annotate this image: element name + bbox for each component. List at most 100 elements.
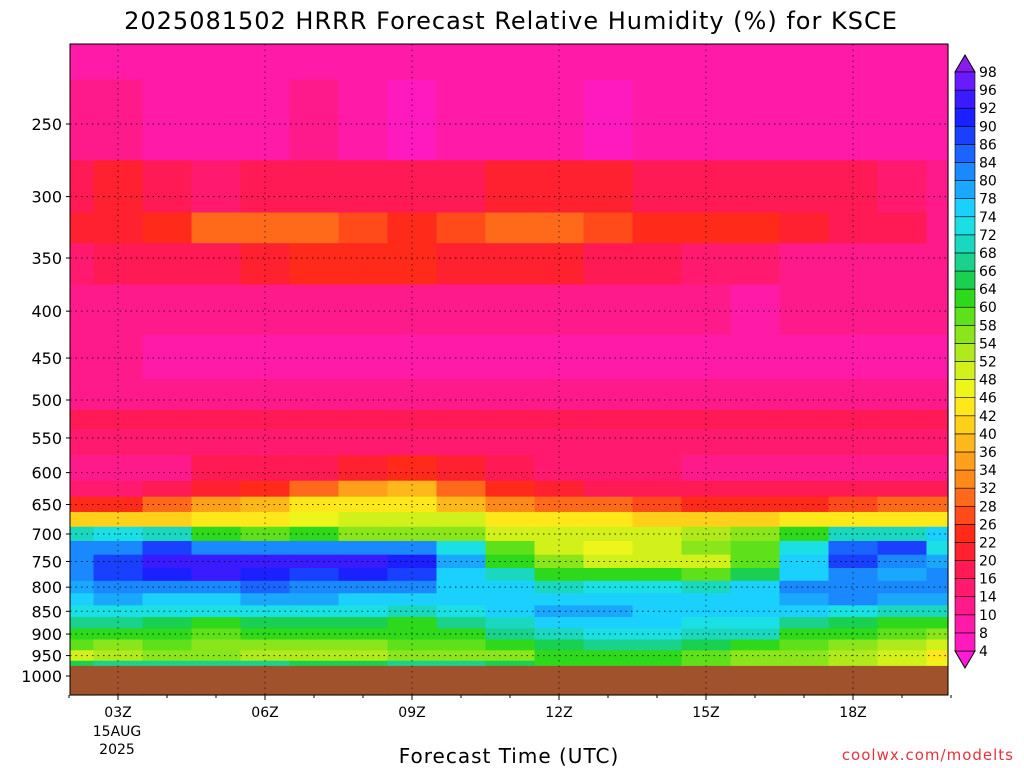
credit-link[interactable]: coolwx.com/modelts: [842, 746, 1014, 764]
heatmap-cell: [779, 650, 830, 662]
heatmap-cell: [828, 511, 879, 528]
y-tick-label: 300: [31, 188, 62, 207]
heatmap-cell: [583, 379, 634, 411]
heatmap-cell: [632, 639, 683, 651]
heatmap-cell: [583, 593, 634, 606]
colorbar-label: 52: [979, 355, 997, 371]
heatmap-cell: [632, 567, 683, 582]
colorbar-label: 98: [979, 65, 997, 81]
heatmap-cell: [289, 617, 340, 630]
heatmap-cell: [828, 160, 879, 214]
heatmap-cell: [191, 496, 242, 513]
heatmap-cell: [926, 409, 949, 430]
heatmap-cell: [436, 212, 487, 244]
colorbar: 4810141620222628323436404246485254586064…: [954, 54, 997, 669]
heatmap-cell: [583, 455, 634, 482]
heatmap-cell: [926, 334, 949, 380]
heatmap-cell: [681, 79, 732, 161]
heatmap-cell: [730, 540, 781, 556]
heatmap-cell: [70, 480, 95, 498]
heatmap-cell: [191, 567, 242, 582]
heatmap-cell: [240, 496, 291, 513]
heatmap-cell: [583, 511, 634, 528]
heatmap-cell: [240, 540, 291, 556]
heatmap-cell: [632, 44, 683, 81]
heatmap-cell: [240, 480, 291, 498]
heatmap-cell: [436, 480, 487, 498]
y-tick-label: 950: [31, 647, 62, 666]
heatmap-cell: [730, 526, 781, 542]
heatmap-cell: [730, 554, 781, 569]
heatmap-cell: [534, 639, 585, 651]
heatmap-cell: [632, 496, 683, 513]
heatmap-cell: [142, 628, 193, 641]
heatmap-cell: [828, 617, 879, 630]
heatmap-cell: [289, 284, 340, 336]
heatmap-cell: [70, 567, 95, 582]
heatmap-cell: [485, 540, 536, 556]
heatmap-cell: [926, 511, 949, 528]
heatmap-cell: [93, 511, 144, 528]
heatmap-cell: [534, 79, 585, 161]
heatmap-cell: [779, 554, 830, 569]
heatmap-cell: [926, 379, 949, 411]
heatmap-cell: [142, 593, 193, 606]
x-tick-label: 06Z: [251, 705, 278, 721]
heatmap-cell: [877, 554, 928, 569]
heatmap-cell: [289, 160, 340, 214]
heatmap-cell: [338, 409, 389, 430]
heatmap-cell: [485, 44, 536, 81]
heatmap-cells: [70, 44, 949, 696]
heatmap-cell: [338, 639, 389, 651]
heatmap-cell: [779, 409, 830, 430]
heatmap-cell: [338, 334, 389, 380]
heatmap-cell: [730, 243, 781, 286]
heatmap-cell: [779, 639, 830, 651]
heatmap-cell: [289, 540, 340, 556]
heatmap-cell: [142, 284, 193, 336]
heatmap-cell: [534, 496, 585, 513]
heatmap-cell: [289, 428, 340, 456]
heatmap-cell: [632, 334, 683, 380]
heatmap-cell: [436, 428, 487, 456]
heatmap-cell: [926, 650, 949, 662]
heatmap-cell: [681, 212, 732, 244]
heatmap-cell: [583, 160, 634, 214]
heatmap-cell: [534, 480, 585, 498]
heatmap-cell: [730, 79, 781, 161]
heatmap-cell: [338, 480, 389, 498]
heatmap-cell: [387, 567, 438, 582]
heatmap-cell: [93, 580, 144, 594]
heatmap-cell: [730, 605, 781, 618]
heatmap-cell: [485, 243, 536, 286]
heatmap-cell: [240, 212, 291, 244]
colorbar-label: 92: [979, 101, 997, 117]
heatmap-cell: [583, 628, 634, 641]
heatmap-cell: [632, 540, 683, 556]
heatmap-cell: [142, 617, 193, 630]
heatmap-cell: [191, 44, 242, 81]
heatmap-cell: [191, 628, 242, 641]
heatmap-cell: [632, 628, 683, 641]
heatmap-cell: [338, 511, 389, 528]
heatmap-cell: [632, 455, 683, 482]
heatmap-cell: [779, 617, 830, 630]
heatmap-cell: [485, 79, 536, 161]
heatmap-cell: [338, 284, 389, 336]
heatmap-cell: [926, 628, 949, 641]
heatmap-cell: [485, 480, 536, 498]
heatmap-cell: [387, 44, 438, 81]
heatmap-cell: [93, 44, 144, 81]
heatmap-cell: [436, 567, 487, 582]
heatmap-cell: [338, 605, 389, 618]
heatmap-cell: [583, 334, 634, 380]
heatmap-cell: [93, 212, 144, 244]
heatmap-cell: [632, 593, 683, 606]
heatmap-cell: [681, 511, 732, 528]
colorbar-swatch: [954, 216, 976, 236]
colorbar-swatch: [954, 433, 976, 453]
heatmap-cell: [877, 480, 928, 498]
heatmap-cell: [730, 44, 781, 81]
heatmap-cell: [289, 593, 340, 606]
